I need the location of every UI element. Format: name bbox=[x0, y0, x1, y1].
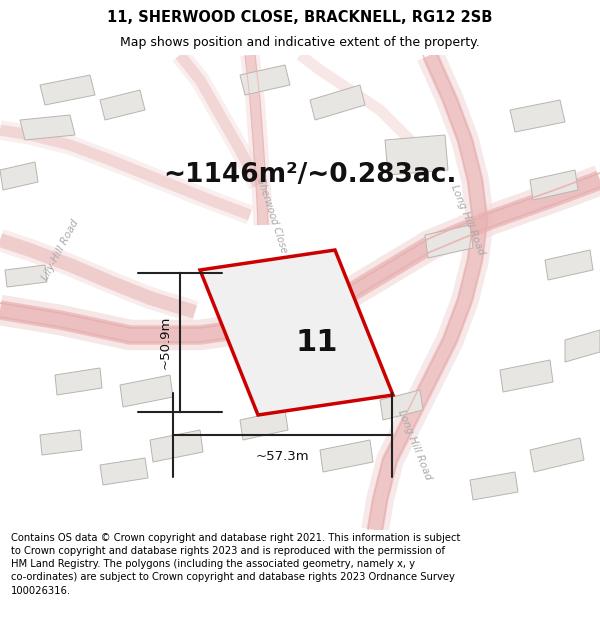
Text: 11, SHERWOOD CLOSE, BRACKNELL, RG12 2SB: 11, SHERWOOD CLOSE, BRACKNELL, RG12 2SB bbox=[107, 10, 493, 25]
Text: Long Hill Road: Long Hill Road bbox=[449, 183, 487, 257]
Text: Map shows position and indicative extent of the property.: Map shows position and indicative extent… bbox=[120, 36, 480, 49]
Polygon shape bbox=[310, 85, 365, 120]
Text: Lily-Hill Road: Lily-Hill Road bbox=[40, 218, 80, 282]
Polygon shape bbox=[55, 368, 102, 395]
Polygon shape bbox=[530, 170, 578, 200]
Polygon shape bbox=[545, 250, 593, 280]
Polygon shape bbox=[380, 390, 423, 420]
Text: ~57.3m: ~57.3m bbox=[256, 450, 310, 463]
Polygon shape bbox=[40, 430, 82, 455]
Polygon shape bbox=[20, 115, 75, 140]
Polygon shape bbox=[100, 90, 145, 120]
Polygon shape bbox=[120, 375, 173, 407]
Text: Lily-Hill-Road: Lily-Hill-Road bbox=[256, 337, 324, 367]
Polygon shape bbox=[5, 265, 47, 287]
Polygon shape bbox=[500, 360, 553, 392]
Polygon shape bbox=[240, 410, 288, 440]
Polygon shape bbox=[530, 438, 584, 472]
Polygon shape bbox=[565, 330, 600, 362]
Polygon shape bbox=[150, 430, 203, 462]
Polygon shape bbox=[200, 250, 393, 415]
Polygon shape bbox=[100, 458, 148, 485]
Polygon shape bbox=[40, 75, 95, 105]
Polygon shape bbox=[320, 440, 373, 472]
Text: 11: 11 bbox=[295, 328, 338, 357]
Text: Contains OS data © Crown copyright and database right 2021. This information is : Contains OS data © Crown copyright and d… bbox=[11, 533, 460, 596]
Polygon shape bbox=[425, 225, 473, 258]
Text: ~1146m²/~0.283ac.: ~1146m²/~0.283ac. bbox=[163, 162, 457, 188]
Polygon shape bbox=[385, 135, 448, 175]
Polygon shape bbox=[510, 100, 565, 132]
Polygon shape bbox=[470, 472, 518, 500]
Polygon shape bbox=[240, 65, 290, 95]
Polygon shape bbox=[0, 162, 38, 190]
Text: Sherwood Close: Sherwood Close bbox=[255, 176, 289, 254]
Text: Long Hill Road: Long Hill Road bbox=[397, 408, 434, 482]
Text: ~50.9m: ~50.9m bbox=[159, 316, 172, 369]
